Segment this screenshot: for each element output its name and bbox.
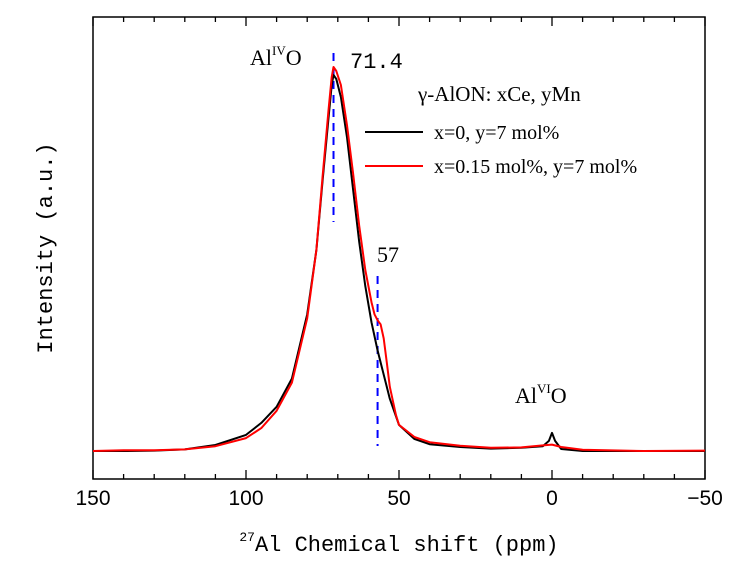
peak2-value: 57 xyxy=(377,242,399,267)
reference-lines xyxy=(332,53,379,446)
legend-title: γ-AlON: xCe, yMn xyxy=(417,82,581,106)
x-axis-tick-labels: 150 100 50 0 −50 xyxy=(75,487,722,510)
legend: γ-AlON: xCe, yMn x=0, y=7 mol% x=0.15 mo… xyxy=(365,82,637,178)
x-tick-label: 150 xyxy=(75,487,110,510)
x-tick-label: 100 xyxy=(228,487,263,510)
x-tick-label: 50 xyxy=(387,487,410,510)
plot-frame xyxy=(92,16,706,480)
series-line-red xyxy=(92,66,706,452)
peak3-label-suffix: O xyxy=(551,383,567,408)
y-axis-label: Intensity (a.u.) xyxy=(34,142,59,353)
x-axis-ticks xyxy=(92,17,706,479)
peak1-label-prefix: Al xyxy=(250,45,272,70)
x-axis-label-text: Al Chemical shift (ppm) xyxy=(255,533,559,558)
peak1-label: AlIVO xyxy=(250,43,302,70)
peak1-label-sup: IV xyxy=(272,43,286,58)
legend-label-red: x=0.15 mol%, y=7 mol% xyxy=(434,156,637,178)
peak3-label-sup: VI xyxy=(537,381,551,396)
x-tick-label: −50 xyxy=(687,487,723,510)
peak1-label-suffix: O xyxy=(286,45,302,70)
x-axis-label-sup: 27 xyxy=(239,530,255,545)
peak1-value: 71.4 xyxy=(350,50,403,75)
x-axis-label: 27Al Chemical shift (ppm) xyxy=(239,530,558,558)
peak3-label: AlVIO xyxy=(515,381,567,408)
x-tick-label: 0 xyxy=(546,487,558,510)
series-line-black xyxy=(93,74,705,452)
legend-label-black: x=0, y=7 mol% xyxy=(434,122,559,144)
peak3-label-prefix: Al xyxy=(515,383,537,408)
series-layer xyxy=(92,66,706,452)
